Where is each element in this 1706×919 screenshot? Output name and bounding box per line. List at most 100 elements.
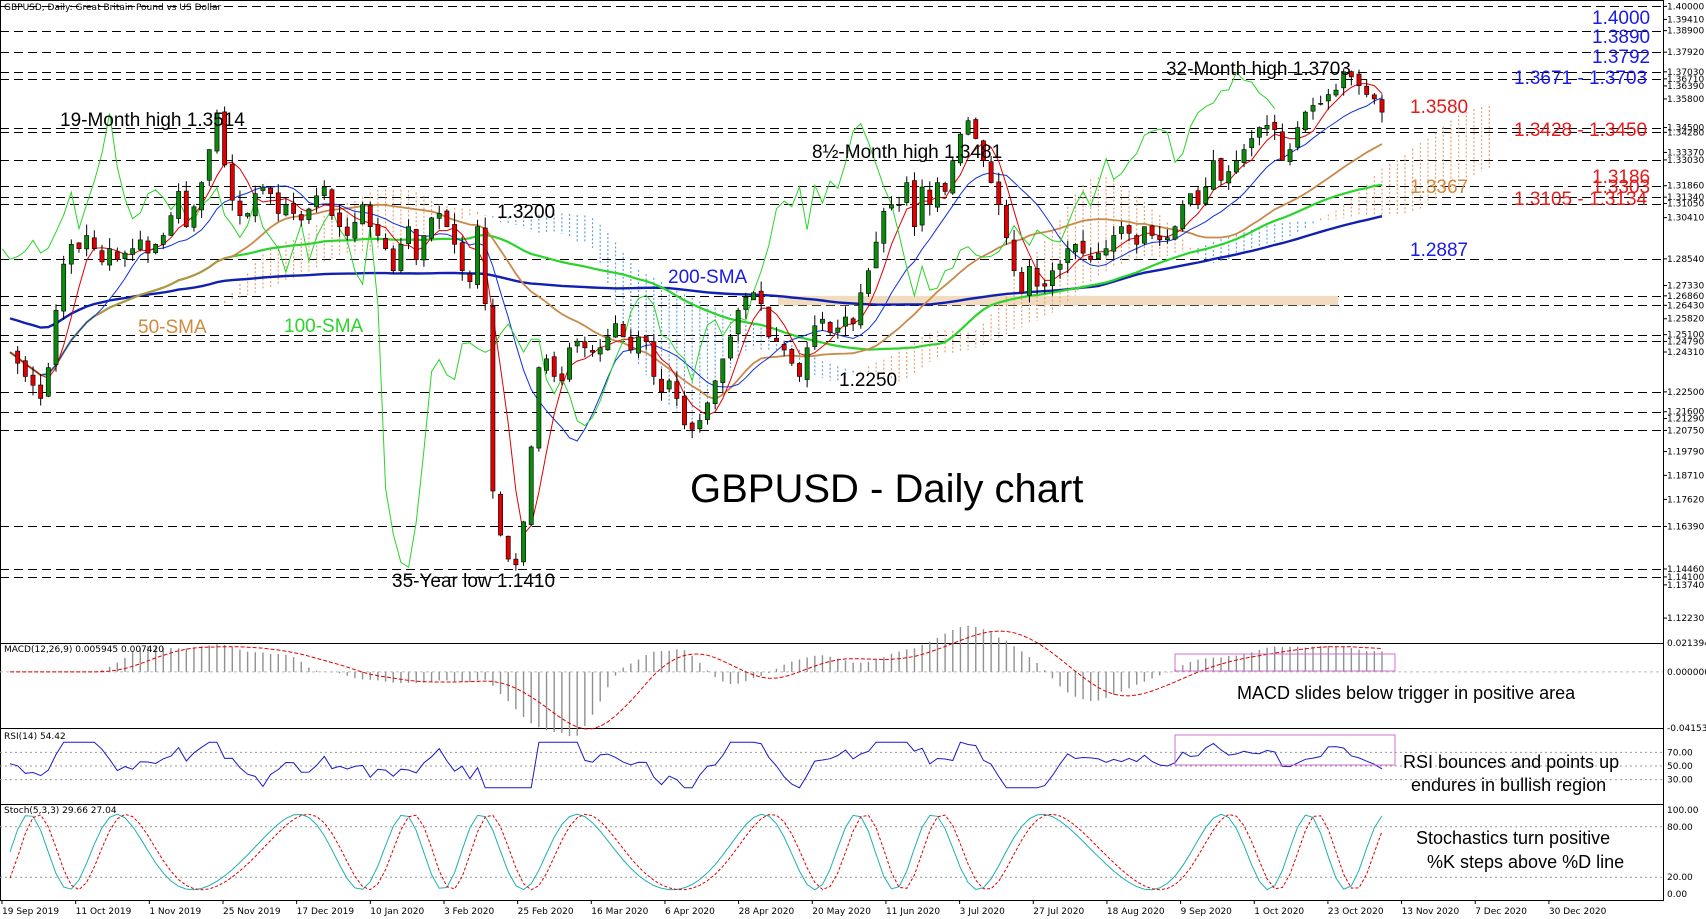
macd-tick-label: -0.041532 bbox=[1667, 724, 1706, 734]
candle-body bbox=[482, 227, 488, 305]
y-tick-label: 1.18710 bbox=[1667, 471, 1704, 481]
candle-body bbox=[1187, 193, 1193, 205]
candle-body bbox=[766, 306, 772, 338]
chikou-line bbox=[1, 71, 1276, 569]
candle-body bbox=[996, 181, 1002, 205]
x-tick-label: 19 Sep 2019 bbox=[2, 907, 59, 917]
candle-body bbox=[1134, 235, 1140, 245]
y-tick-label: 1.37920 bbox=[1667, 48, 1704, 58]
candle-body bbox=[889, 204, 894, 209]
candle-body bbox=[827, 322, 833, 333]
candle-body bbox=[490, 305, 496, 492]
y-tick-label: 1.37030 bbox=[1667, 68, 1704, 78]
annot-50-sma: 50-SMA bbox=[138, 317, 207, 338]
candle-body bbox=[1027, 266, 1032, 296]
annot-1-2250: 1.2250 bbox=[839, 370, 897, 391]
candle-body bbox=[835, 327, 841, 333]
right-label-1-3890: 1.3890 bbox=[1592, 27, 1650, 48]
horizontal-levels bbox=[0, 6, 1663, 578]
candle-body bbox=[820, 318, 825, 324]
macd-note: MACD slides below trigger in positive ar… bbox=[1237, 683, 1576, 703]
y-tick-label: 1.24790 bbox=[1667, 337, 1704, 347]
y-tick-label: 1.33370 bbox=[1667, 148, 1704, 158]
candle-body bbox=[919, 186, 925, 226]
sma100-line bbox=[9, 183, 1383, 377]
candle-body bbox=[682, 395, 687, 426]
y-tick-label: 1.22500 bbox=[1667, 388, 1704, 398]
candles bbox=[15, 68, 1385, 571]
stoch-note-line1: Stochastics turn positive bbox=[1416, 828, 1610, 848]
stoch-k-line bbox=[9, 813, 1383, 891]
macd-panel bbox=[0, 625, 1663, 737]
candle-body bbox=[912, 180, 917, 227]
candle-body bbox=[1371, 94, 1377, 100]
candle-body bbox=[1042, 283, 1048, 287]
candle-body bbox=[283, 204, 289, 216]
candle-body bbox=[329, 189, 335, 216]
candle-body bbox=[1057, 263, 1063, 270]
annot-8-5-month-high: 8½-Month high 1.3481 bbox=[812, 142, 1002, 163]
right-label-1-3367: 1.3367 bbox=[1410, 177, 1468, 198]
candle-body bbox=[774, 337, 779, 342]
y-tick-label: 1.21290 bbox=[1667, 415, 1704, 425]
y-tick-label: 1.14100 bbox=[1667, 573, 1704, 583]
x-tick-label: 28 Apr 2020 bbox=[739, 907, 795, 917]
candle-body bbox=[881, 210, 887, 244]
candle-body bbox=[536, 367, 542, 449]
right-label-1-3186: 1.3186 bbox=[1592, 167, 1650, 188]
candle-body bbox=[1050, 270, 1055, 286]
candle-body bbox=[153, 243, 159, 253]
annot-1-3200: 1.3200 bbox=[497, 202, 555, 223]
candle-body bbox=[260, 186, 266, 191]
x-tick-label: 6 Apr 2020 bbox=[665, 907, 715, 917]
annot-35-year-low: 35-Year low 1.1410 bbox=[392, 571, 555, 592]
candle-body bbox=[229, 163, 235, 201]
candle-body bbox=[720, 358, 726, 383]
candle-body bbox=[643, 336, 649, 342]
x-tick-label: 1 Oct 2020 bbox=[1254, 907, 1304, 917]
candle-body bbox=[1302, 111, 1308, 131]
candle-body bbox=[76, 242, 82, 249]
rsi-header: RSI(14) 54.42 bbox=[4, 732, 66, 742]
candle-body bbox=[191, 206, 197, 228]
candle-body bbox=[383, 238, 388, 249]
candle-body bbox=[30, 374, 36, 386]
y-tick-label: 1.19790 bbox=[1667, 448, 1704, 458]
candle-body bbox=[1088, 255, 1094, 261]
chart-title: GBPUSD - Daily chart bbox=[690, 467, 1083, 511]
macd-highlight-box bbox=[1174, 653, 1396, 672]
candle-body bbox=[1095, 252, 1101, 259]
candle-body bbox=[605, 336, 611, 351]
candle-body bbox=[1318, 103, 1324, 105]
candle-body bbox=[360, 204, 365, 225]
candle-body bbox=[904, 182, 910, 203]
x-tick-label: 17 Dec 2019 bbox=[297, 907, 355, 917]
x-tick-label: 3 Jul 2020 bbox=[960, 907, 1005, 917]
x-tick-label: 27 Jul 2020 bbox=[1033, 907, 1084, 917]
main-header: GBPUSD, Daily: Great Britain Pound vs US… bbox=[4, 3, 222, 13]
y-tick-label: 1.21600 bbox=[1667, 408, 1704, 418]
candle-body bbox=[398, 243, 404, 271]
y-tick-label: 1.17620 bbox=[1667, 495, 1704, 505]
candle-body bbox=[1272, 121, 1278, 131]
x-tick-label: 11 Jun 2020 bbox=[886, 907, 940, 917]
y-tick-label: 1.38900 bbox=[1667, 27, 1704, 37]
x-axis: 19 Sep 2019 11 Oct 2019 1 Nov 2019 25 Nov 2… bbox=[1, 900, 1607, 917]
y-tick-label: 1.31340 bbox=[1667, 193, 1704, 203]
candle-body bbox=[812, 325, 818, 347]
candle-body bbox=[528, 446, 534, 525]
right-label-1-3105-1-3134: 1.3105 - 1.3134 bbox=[1514, 189, 1648, 210]
support-zone-rect bbox=[778, 295, 1338, 306]
candle-body bbox=[130, 248, 136, 255]
right-label-1-3580: 1.3580 bbox=[1410, 97, 1468, 118]
candle-body bbox=[1249, 138, 1255, 148]
x-tick-label: 25 Nov 2019 bbox=[223, 907, 281, 917]
candle-body bbox=[697, 420, 703, 430]
y-tick-label: 1.39410 bbox=[1667, 15, 1704, 25]
y-tick-label: 1.24310 bbox=[1667, 348, 1704, 358]
candle-body bbox=[237, 200, 243, 216]
candle-body bbox=[866, 270, 871, 294]
candle-body bbox=[1241, 149, 1247, 163]
x-tick-label: 3 Feb 2020 bbox=[444, 907, 495, 917]
macd-tick-label: 0.000000 bbox=[1667, 668, 1706, 678]
